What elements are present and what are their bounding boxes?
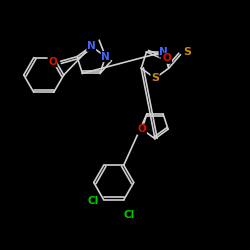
Text: S: S <box>151 73 159 83</box>
Text: O: O <box>162 53 171 63</box>
Text: N: N <box>159 47 168 57</box>
Text: N: N <box>87 41 96 51</box>
Text: Cl: Cl <box>88 196 99 206</box>
Text: S: S <box>184 48 192 58</box>
Text: Cl: Cl <box>123 210 134 220</box>
Text: O: O <box>48 56 57 66</box>
Text: O: O <box>138 124 146 134</box>
Text: N: N <box>101 52 110 62</box>
